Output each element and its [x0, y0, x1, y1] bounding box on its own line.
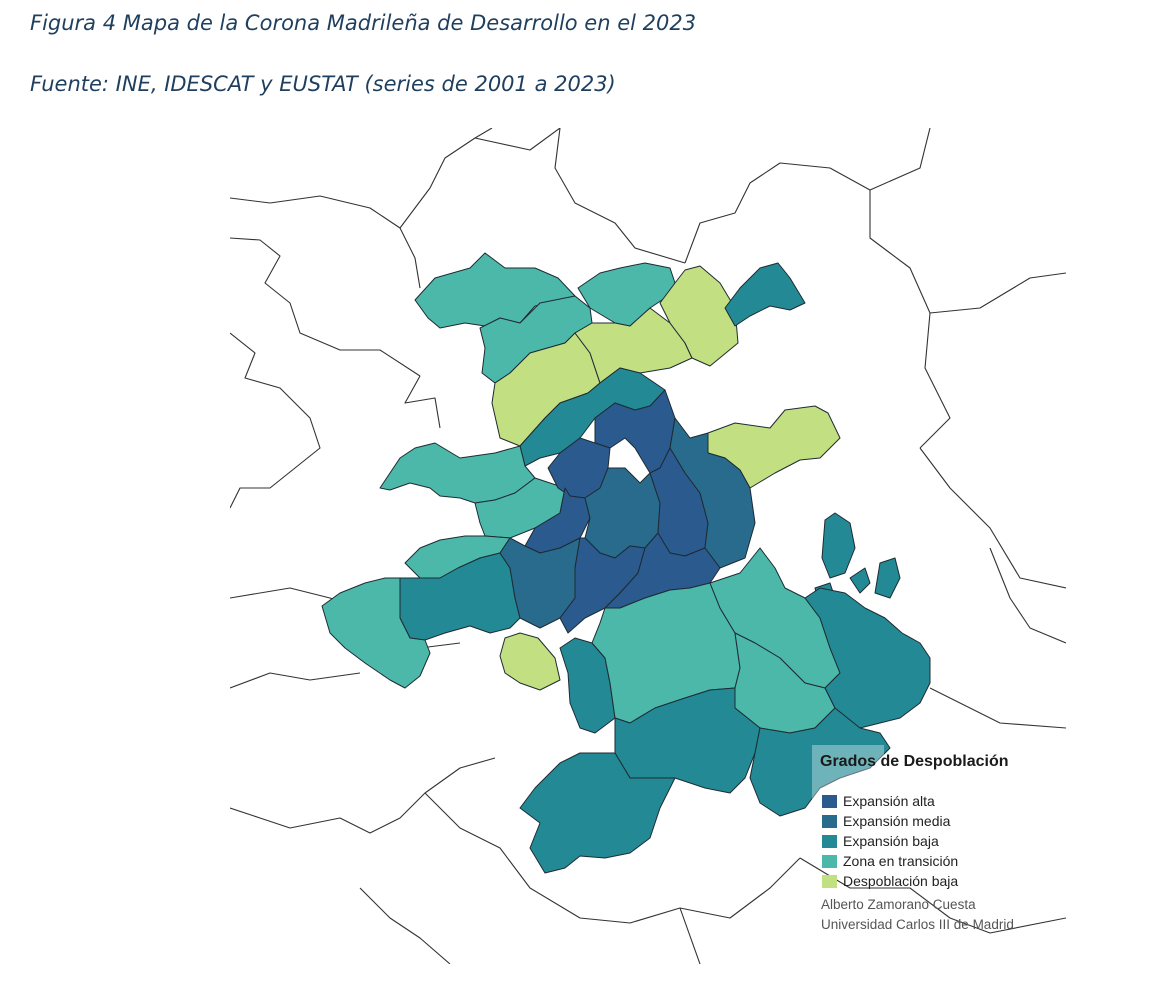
figure-caption: Figura 4 Mapa de la Corona Madrileña de … — [30, 11, 697, 35]
legend-swatch — [822, 874, 837, 888]
legend-item-despoblacion-baja: Despoblación baja — [822, 871, 958, 891]
legend-label: Expansión baja — [843, 833, 939, 849]
legend-swatch — [822, 854, 837, 868]
region-northeast-2 — [724, 262, 806, 327]
legend-item-zona-transicion: Zona en transición — [822, 851, 958, 871]
legend-title: Grados de Despoblación — [820, 753, 1009, 770]
region-east-main — [804, 587, 931, 729]
legend-item-expansion-baja: Expansión baja — [822, 831, 958, 851]
legend-swatch — [822, 814, 837, 828]
region-northeast-1 — [659, 265, 739, 367]
legend-swatch — [822, 794, 837, 808]
legend-label: Despoblación baja — [843, 873, 959, 889]
region-south-3 — [519, 752, 676, 874]
region-far-west — [321, 577, 431, 689]
legend-items: Expansión alta Expansión media Expansión… — [822, 791, 958, 891]
author-credit: Alberto Zamorano Cuesta — [821, 897, 976, 912]
legend-label: Expansión media — [843, 813, 951, 829]
legend-item-expansion-alta: Expansión alta — [822, 791, 958, 811]
figure-source: Fuente: INE, IDESCAT y EUSTAT (series de… — [30, 72, 616, 96]
legend-label: Expansión alta — [843, 793, 935, 809]
choropleth-map — [230, 128, 1066, 964]
region-henares — [669, 417, 756, 569]
legend-label: Zona en transición — [843, 853, 959, 869]
legend-swatch — [822, 834, 837, 848]
region-south-2 — [749, 707, 891, 817]
region-small-south — [499, 632, 561, 691]
institution-credit: Universidad Carlos III de Madrid — [821, 917, 1014, 932]
map-regions — [321, 252, 931, 874]
legend-item-expansion-media: Expansión media — [822, 811, 958, 831]
